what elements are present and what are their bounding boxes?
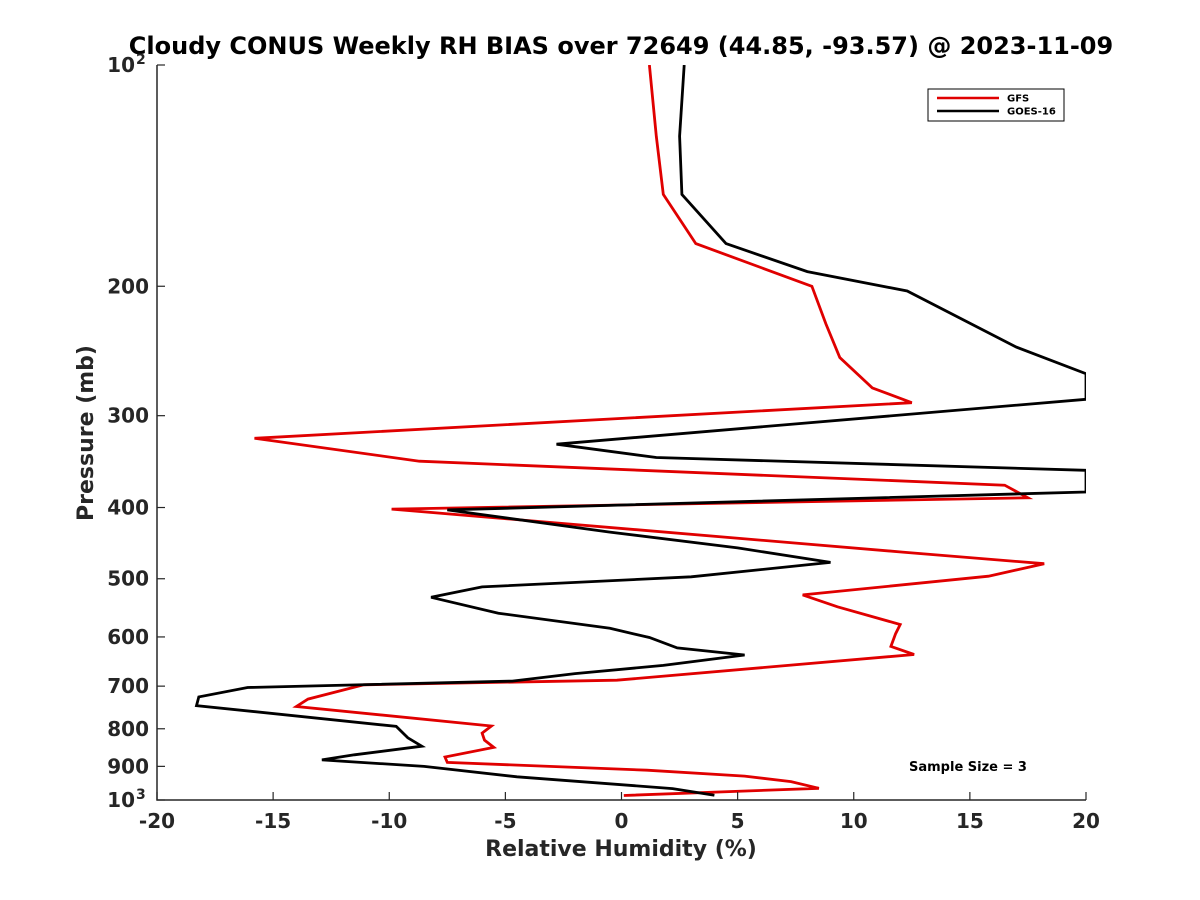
legend-box [927,88,1065,122]
x-tick-label: -15 [255,809,291,833]
sample-size-annotation: Sample Size = 3 [909,760,1027,775]
y-tick-label: 300 [107,404,149,428]
y-tick-label: 500 [107,567,149,591]
x-tick-label: -10 [371,809,407,833]
y-tick-label: 600 [107,625,149,649]
series-line-goes-16 [194,65,1086,797]
y-tick-exponent: 2 [136,52,146,68]
x-axis-label: Relative Humidity (%) [485,837,757,862]
x-tick-label: 15 [956,809,984,833]
y-tick-label: 900 [107,754,149,778]
y-tick-label: 800 [107,717,149,741]
plot-lines [194,65,1086,797]
x-tick-label: 5 [731,809,745,833]
legend-label: GFS [1007,94,1029,105]
y-tick-exponent: 3 [136,787,146,803]
x-tick-label: 20 [1072,809,1100,833]
axes-frame [156,65,1086,801]
x-tick-label: -20 [139,809,175,833]
legend: GFS GOES-16 [927,88,1065,122]
y-tick-label: 10 [107,53,135,77]
legend-label: GOES-16 [1007,107,1056,118]
x-tick-label: -5 [494,809,516,833]
y-tick-label: 10 [107,788,135,812]
x-axis-ticks: -20 -15 -10 -5 0 5 10 15 20 [139,792,1100,833]
x-tick-label: 0 [615,809,629,833]
y-axis-label: Pressure (mb) [74,345,99,521]
series-line-gfs [254,65,1045,797]
y-tick-label: 700 [107,674,149,698]
y-tick-label: 200 [107,274,149,298]
chart-title: Cloudy CONUS Weekly RH BIAS over 72649 (… [129,32,1113,60]
y-tick-label: 400 [107,496,149,520]
x-tick-label: 10 [840,809,868,833]
